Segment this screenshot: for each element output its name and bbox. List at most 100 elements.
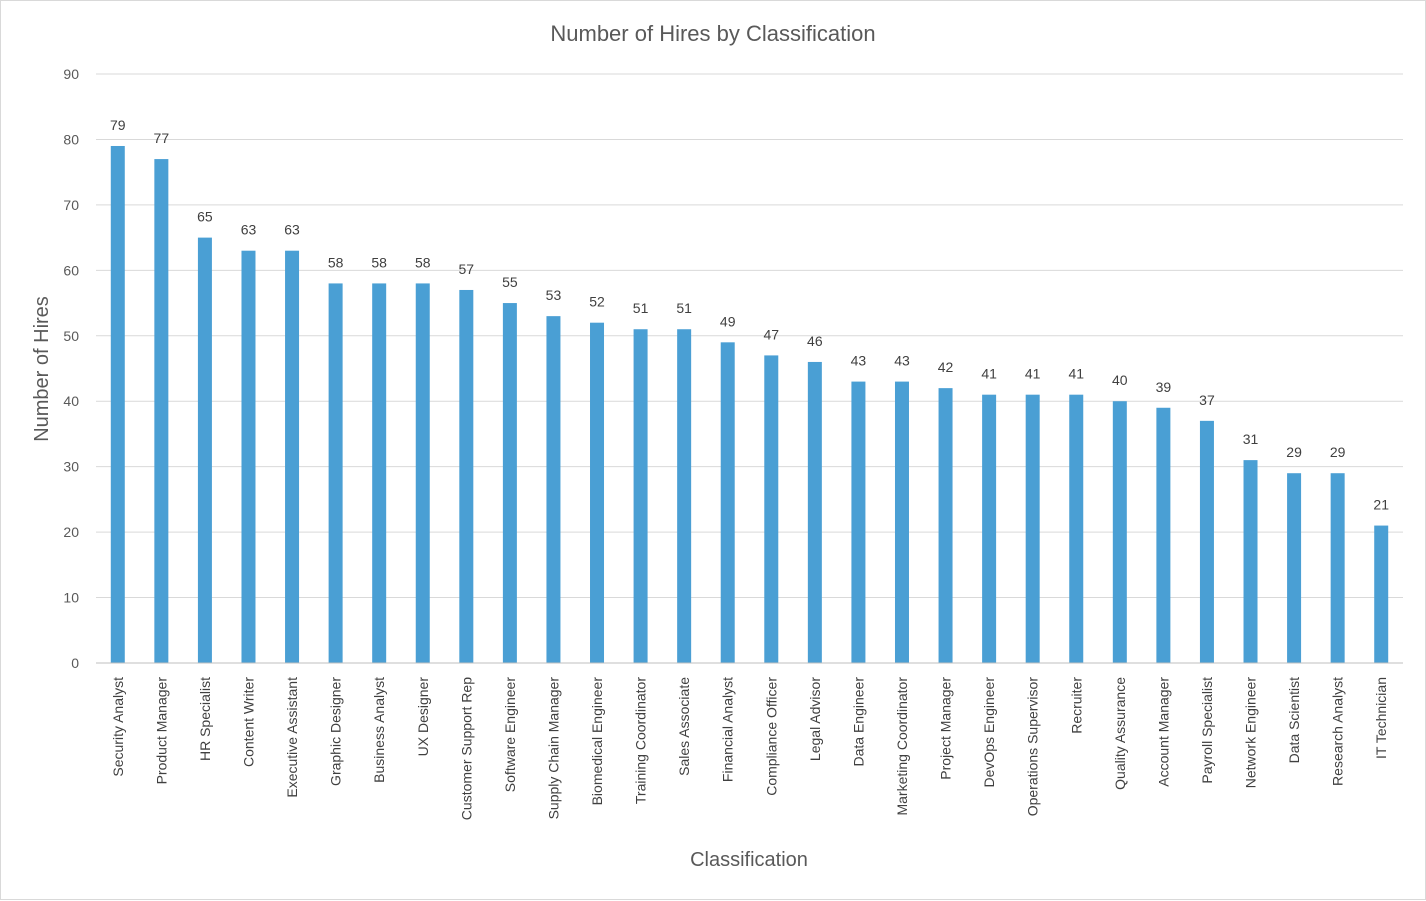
data-label: 41 <box>981 366 997 382</box>
bar <box>546 316 561 663</box>
bar <box>1374 525 1389 663</box>
data-label: 31 <box>1243 431 1259 447</box>
x-tick-label: Content Writer <box>240 677 256 767</box>
x-tick-label: Marketing Coordinator <box>894 677 910 816</box>
x-tick-label: Product Manager <box>153 677 169 785</box>
bar <box>764 355 779 663</box>
bar <box>502 303 517 663</box>
x-tick-label: Quality Assurance <box>1112 677 1128 790</box>
y-tick-label: 10 <box>63 590 79 606</box>
x-tick-label: Recruiter <box>1068 677 1084 734</box>
x-tick-label: UX Designer <box>415 677 431 757</box>
x-tick-label: Operations Supervisor <box>1025 677 1041 817</box>
data-label: 51 <box>633 300 649 316</box>
x-tick-label: Training Coordinator <box>633 677 649 804</box>
y-tick-label: 0 <box>71 655 79 671</box>
bar <box>241 250 256 663</box>
data-label: 47 <box>763 326 779 342</box>
x-tick-label: Security Analyst <box>110 677 126 777</box>
bar <box>154 159 169 664</box>
y-tick-label: 30 <box>63 459 79 475</box>
x-tick-label: Sales Associate <box>676 677 692 776</box>
x-tick-label: Business Analyst <box>371 677 387 783</box>
bar <box>807 361 822 663</box>
data-label: 40 <box>1112 372 1128 388</box>
x-tick-label: Legal Advisor <box>807 677 823 761</box>
x-tick-label: Payroll Specialist <box>1199 677 1215 784</box>
bar <box>1199 420 1214 663</box>
data-label: 77 <box>154 130 170 146</box>
data-labels: 79 77 65 63 63 58 58 58 57 55 53 52 51 51 49 47 46 43 43 42… <box>110 117 1389 513</box>
bar <box>720 342 735 663</box>
data-label: 63 <box>241 222 257 238</box>
x-tick-label: Network Engineer <box>1243 677 1259 789</box>
bar <box>372 283 387 663</box>
x-tick-label: Executive Assistant <box>284 677 300 798</box>
data-label: 41 <box>1068 366 1084 382</box>
data-label: 65 <box>197 209 213 225</box>
bar <box>197 237 212 663</box>
chart-title: Number of Hires by Classification <box>550 21 875 46</box>
data-label: 49 <box>720 313 736 329</box>
data-label: 46 <box>807 333 823 349</box>
bar <box>851 381 866 663</box>
bar <box>982 394 997 663</box>
y-tick-label: 40 <box>63 393 79 409</box>
data-label: 51 <box>676 300 692 316</box>
x-tick-label: IT Technician <box>1373 677 1389 759</box>
bar <box>285 250 300 663</box>
bar <box>677 329 692 663</box>
data-label: 43 <box>851 353 867 369</box>
bar <box>415 283 430 663</box>
x-tick-label: Compliance Officer <box>763 677 779 796</box>
data-label: 57 <box>459 261 475 277</box>
x-tick-label: Data Engineer <box>850 677 866 767</box>
bar <box>459 289 474 663</box>
data-label: 52 <box>589 294 605 310</box>
bar <box>110 145 125 663</box>
x-tick-label: Project Manager <box>938 677 954 780</box>
bar <box>328 283 343 663</box>
data-label: 37 <box>1199 392 1215 408</box>
bar <box>1025 394 1040 663</box>
bar <box>894 381 909 663</box>
data-label: 42 <box>938 359 954 375</box>
bar <box>1156 407 1171 663</box>
data-label: 58 <box>328 254 344 270</box>
bar <box>590 322 605 663</box>
y-tick-label: 80 <box>63 131 79 147</box>
x-tick-label: HR Specialist <box>197 677 213 761</box>
data-label: 41 <box>1025 366 1041 382</box>
data-label: 29 <box>1286 444 1302 460</box>
y-axis-ticks: 0 10 20 30 40 50 60 70 80 90 <box>63 66 79 671</box>
bar <box>1112 401 1127 663</box>
y-tick-label: 90 <box>63 66 79 82</box>
y-tick-label: 20 <box>63 524 79 540</box>
x-tick-label: Supply Chain Manager <box>545 677 561 820</box>
x-tick-label: Research Analyst <box>1330 677 1346 786</box>
bar <box>1287 473 1302 663</box>
y-tick-label: 70 <box>63 197 79 213</box>
bars <box>110 145 1389 664</box>
bar <box>1243 460 1258 663</box>
x-tick-label: DevOps Engineer <box>981 677 997 788</box>
x-tick-label: Software Engineer <box>502 677 518 793</box>
x-tick-label: Data Scientist <box>1286 677 1302 763</box>
bar <box>1069 394 1084 663</box>
x-tick-label: Customer Support Rep <box>458 677 474 820</box>
gridlines <box>96 73 1403 599</box>
x-tick-label: Graphic Designer <box>328 677 344 786</box>
x-axis-title: Classification <box>690 849 808 871</box>
x-tick-label: Financial Analyst <box>720 677 736 782</box>
x-axis-labels: Security Analyst Product Manager HR Specia… <box>110 677 1389 821</box>
data-label: 79 <box>110 117 126 133</box>
x-tick-label: Biomedical Engineer <box>589 677 605 806</box>
bar <box>633 329 648 663</box>
data-label: 55 <box>502 274 518 290</box>
bar <box>1330 473 1345 663</box>
data-label: 58 <box>415 254 431 270</box>
x-tick-label: Account Manager <box>1155 677 1171 787</box>
y-tick-label: 60 <box>63 262 79 278</box>
